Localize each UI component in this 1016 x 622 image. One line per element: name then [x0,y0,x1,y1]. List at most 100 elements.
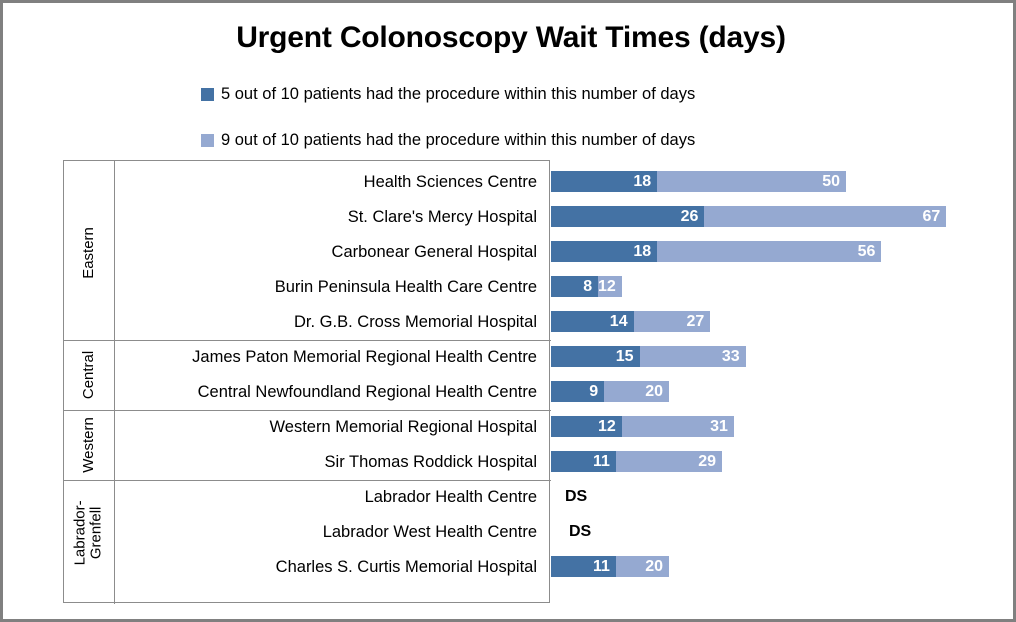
group-separator [64,340,551,341]
bar-segment-median[interactable]: 15 [551,346,640,367]
bar-row: 14 27 [551,304,963,339]
group-label-text: Labrador- Grenfell [72,499,106,566]
bar-segment-median[interactable]: 14 [551,311,634,332]
bar-segment-ninetieth[interactable]: 29 [615,451,723,472]
bar-segment-ninetieth[interactable]: 56 [657,241,882,262]
group-label-labrador-grenfell: Labrador- Grenfell [64,480,114,585]
bar-value-label-ninetieth: 12 [597,277,616,295]
bar-row: 15 33 [551,339,963,374]
bar-segment-ninetieth[interactable]: 12 [598,276,622,297]
bar-row: DS [551,479,963,514]
bar-value-label-median: 18 [633,172,652,190]
group-label-line: Central [80,350,98,400]
chart-legend: 5 out of 10 patients had the procedure w… [201,79,901,171]
group-label-eastern: Eastern [64,165,114,340]
bar-row: 12 31 [551,409,963,444]
bar-track: 15 33 [551,346,746,367]
bar-segment-ninetieth[interactable]: 31 [621,416,734,437]
bar-track: 18 50 [551,171,846,192]
category-label: Central Newfoundland Regional Health Cen… [197,383,537,401]
bar-segment-median[interactable]: 26 [551,206,705,227]
bar-value-label-ninetieth: 56 [857,242,876,260]
bar-value-label-median: 12 [598,417,616,435]
bar-segment-median[interactable]: 11 [551,451,616,472]
bar-value-label-ninetieth: 29 [698,452,717,470]
legend-swatch-ninetieth-icon [201,133,214,147]
bar-row: 9 20 [551,374,963,409]
bar-segment-ninetieth[interactable]: 50 [657,171,846,192]
bar-track: 14 27 [551,311,711,332]
bar-track: 11 29 [551,451,723,472]
bar-segment-median[interactable]: 8 [551,276,599,297]
category-label: Dr. G.B. Cross Memorial Hospital [294,313,537,331]
bar-row: 26 67 [551,199,963,234]
category-label: Charles S. Curtis Memorial Hospital [275,558,537,576]
group-label-text: Western [80,417,98,473]
category-label: Sir Thomas Roddick Hospital [324,453,537,471]
category-label: Labrador Health Centre [364,488,537,506]
category-label: James Paton Memorial Regional Health Cen… [192,348,537,366]
suppressed-data-label: DS [569,522,592,540]
group-label-line: Eastern [80,226,98,279]
bar-segment-median[interactable]: 11 [551,556,616,577]
bar-value-label-ninetieth: 20 [645,382,663,400]
bar-row: 18 56 [551,234,963,269]
group-column-divider [114,161,115,604]
group-label-text: Central [80,350,98,400]
bar-row: DS [551,514,963,549]
bar-row: 8 12 [551,269,963,304]
bar-value-label-median: 18 [633,242,652,260]
legend-label-median: 5 out of 10 patients had the procedure w… [221,84,696,103]
group-separator [64,410,551,411]
legend-item-ninetieth[interactable]: 9 out of 10 patients had the procedure w… [201,125,901,155]
bar-value-label-median: 9 [589,382,599,400]
group-label-line: Labrador- [72,499,90,566]
bar-segment-median[interactable]: 18 [551,171,658,192]
bar-series-area: 18 50 26 67 18 56 8 12 14 27 15 33 9 20 12 31 11 29 DS DS 11… [551,160,963,603]
bar-segment-ninetieth[interactable]: 20 [615,556,669,577]
category-label: Western Memorial Regional Hospital [269,418,537,436]
bar-segment-median[interactable]: 12 [551,416,622,437]
bar-value-label-ninetieth: 27 [686,312,705,330]
category-label: Carbonear General Hospital [331,243,537,261]
group-label-text: Eastern [80,226,98,279]
category-label: Burin Peninsula Health Care Centre [274,278,537,296]
bar-segment-median[interactable]: 9 [551,381,605,402]
bar-track: 18 56 [551,241,882,262]
group-label-line: Grenfell [88,506,106,559]
bar-value-label-median: 11 [592,452,610,470]
bar-value-label-median: 8 [583,277,593,295]
bar-value-label-median: 26 [680,207,699,225]
bar-segment-ninetieth[interactable]: 20 [604,381,669,402]
bar-value-label-median: 14 [609,312,628,330]
legend-swatch-median-icon [201,87,214,101]
bar-value-label-ninetieth: 33 [721,347,740,365]
legend-item-median[interactable]: 5 out of 10 patients had the procedure w… [201,79,901,109]
group-separator [64,480,551,481]
bar-row: 11 20 [551,549,963,584]
category-label-table: Eastern Central Western Labrador- Grenfell H… [63,160,551,604]
category-label: Health Sciences Centre [363,173,537,191]
bar-value-label-ninetieth: 31 [710,417,728,435]
bar-track: 12 31 [551,416,734,437]
bar-row: 11 29 [551,444,963,479]
bar-segment-ninetieth[interactable]: 33 [639,346,746,367]
bar-value-label-median: 15 [615,347,634,365]
bar-value-label-ninetieth: 50 [822,172,840,190]
bar-segment-ninetieth[interactable]: 67 [704,206,947,227]
plot-area: Eastern Central Western Labrador- Grenfell H… [63,160,963,605]
bar-row: 18 50 [551,164,963,199]
bar-segment-ninetieth[interactable]: 27 [633,311,711,332]
bar-track: 9 20 [551,381,669,402]
chart-title: Urgent Colonoscopy Wait Times (days) [236,21,786,54]
group-label-western: Western [64,410,114,480]
bar-track: 26 67 [551,206,947,227]
group-label-line: Western [80,417,98,473]
category-label: St. Clare's Mercy Hospital [347,208,537,226]
group-label-central: Central [64,340,114,410]
legend-label-ninetieth: 9 out of 10 patients had the procedure w… [221,130,696,149]
bar-segment-median[interactable]: 18 [551,241,658,262]
bar-track: 11 20 [551,556,669,577]
bar-track: 8 12 [551,276,622,297]
